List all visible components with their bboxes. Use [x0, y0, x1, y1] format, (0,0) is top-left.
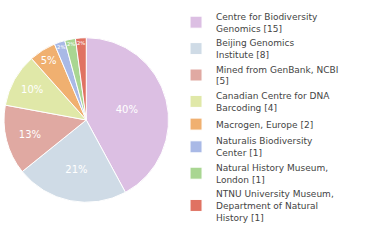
- svg-text:40%: 40%: [116, 104, 138, 115]
- svg-text:2%: 2%: [77, 40, 85, 46]
- svg-text:NTNU University Museum,Departm: NTNU University Museum,Department of Nat…: [216, 189, 334, 222]
- svg-text:Natural History Museum,London: Natural History Museum,London [1]: [216, 163, 328, 185]
- svg-text:Beijing GenomicsInstitute [8]: Beijing GenomicsInstitute [8]: [216, 38, 294, 60]
- svg-text:21%: 21%: [65, 164, 87, 175]
- svg-text:Centre for BiodiversityGenomic: Centre for BiodiversityGenomics [15]: [216, 12, 318, 34]
- svg-text:2%: 2%: [57, 44, 65, 50]
- svg-text:Canadian Centre for DNABarcodi: Canadian Centre for DNABarcoding [4]: [216, 91, 330, 113]
- svg-text:5%: 5%: [41, 55, 57, 66]
- svg-text:2%: 2%: [67, 41, 75, 47]
- svg-text:Mined from GenBank, NCBI[5]: Mined from GenBank, NCBI[5]: [216, 65, 338, 87]
- svg-text:Naturalis BiodiversityCenter [: Naturalis BiodiversityCenter [1]: [216, 136, 313, 158]
- svg-text:10%: 10%: [21, 84, 43, 95]
- svg-text:13%: 13%: [19, 129, 41, 140]
- svg-text:Macrogen, Europe [2]: Macrogen, Europe [2]: [216, 120, 313, 130]
